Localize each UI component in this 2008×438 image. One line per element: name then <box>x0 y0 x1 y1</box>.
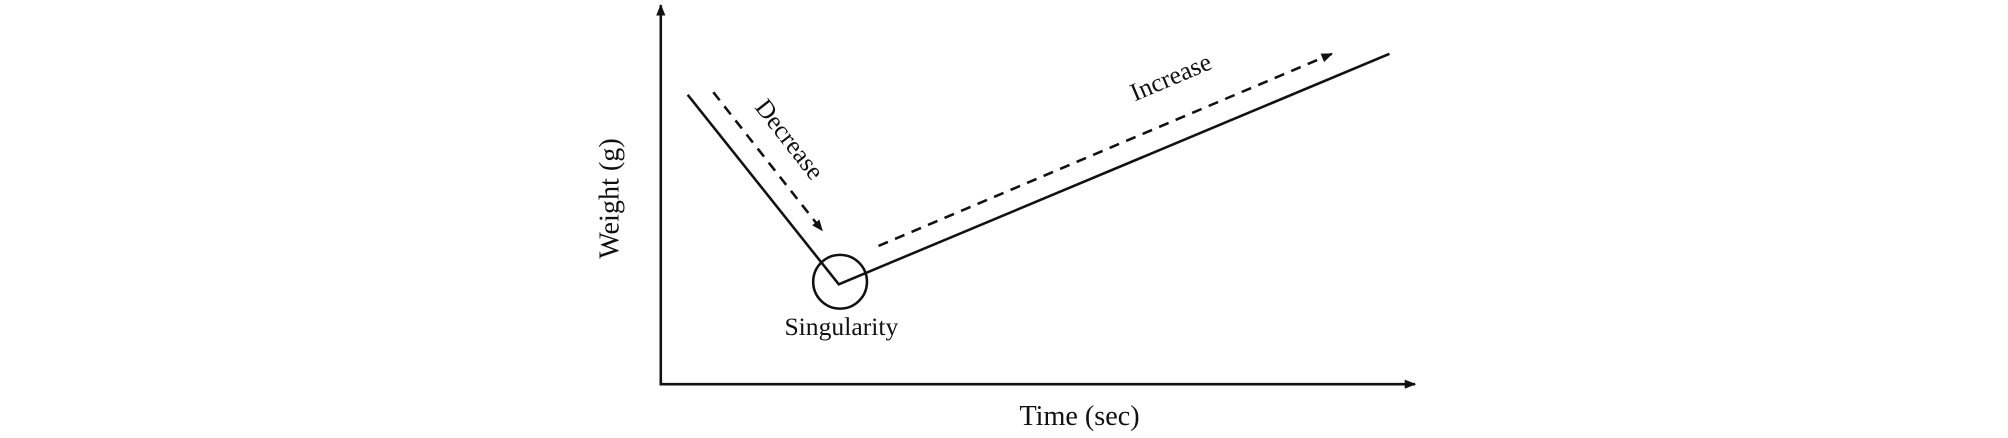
decrease-arrow <box>712 91 824 232</box>
x-axis-label: Time (sec) <box>1019 401 1139 432</box>
singularity-circle <box>811 253 869 310</box>
weight-line <box>686 52 1390 286</box>
y-axis-label: Weight (g) <box>595 138 626 259</box>
increase-arrow <box>878 52 1333 248</box>
decrease-label: Decrease <box>749 93 830 185</box>
singularity-label: Singularity <box>784 312 898 341</box>
increase-label: Increase <box>1126 47 1216 107</box>
